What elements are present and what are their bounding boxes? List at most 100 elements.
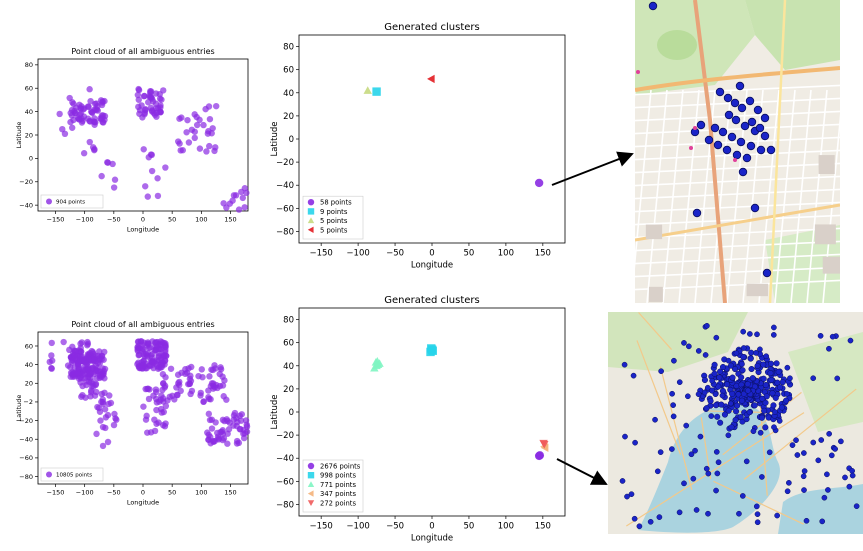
- data-point: [167, 365, 175, 372]
- data-point: [179, 147, 186, 154]
- data-point: [94, 359, 102, 367]
- data-point: [74, 362, 82, 369]
- data-point: [193, 113, 200, 121]
- data-point: [134, 91, 142, 99]
- location-marker: [721, 411, 728, 418]
- location-marker: [749, 375, 756, 382]
- y-tick-label: 80: [283, 43, 294, 53]
- y-tick-label: 0: [289, 135, 294, 145]
- location-marker: [725, 407, 732, 414]
- y-tick-label: −40: [19, 436, 33, 444]
- location-marker: [723, 93, 733, 103]
- y-tick-label: 20: [283, 385, 294, 395]
- location-marker: [768, 376, 775, 383]
- location-marker: [670, 402, 676, 408]
- poi-marker: [636, 70, 640, 74]
- data-point: [156, 340, 164, 348]
- location-marker: [783, 391, 790, 397]
- location-marker: [658, 368, 664, 375]
- location-marker: [669, 446, 675, 452]
- data-point: [59, 125, 66, 133]
- location-marker: [849, 472, 856, 479]
- data-point: [156, 108, 164, 115]
- location-marker: [731, 365, 739, 373]
- data-point: [105, 400, 112, 408]
- data-point: [144, 193, 151, 200]
- data-point: [197, 389, 204, 397]
- data-point: [152, 100, 160, 107]
- y-tick-label: 60: [25, 342, 33, 350]
- data-point: [213, 102, 220, 110]
- data-point: [60, 338, 67, 346]
- location-marker: [746, 141, 756, 151]
- x-tick-label: −50: [386, 249, 404, 259]
- y-tick-label: 0: [289, 408, 294, 418]
- legend-marker: [307, 472, 315, 479]
- x-tick-label: −100: [346, 522, 369, 532]
- location-marker: [654, 468, 661, 475]
- y-tick-label: 20: [25, 131, 33, 139]
- location-marker: [760, 131, 770, 141]
- y-tick-label: −40: [19, 201, 33, 209]
- data-point: [84, 340, 92, 348]
- data-point: [61, 130, 69, 138]
- location-marker: [755, 123, 765, 133]
- location-marker: [729, 374, 736, 381]
- location-marker: [740, 328, 747, 335]
- data-point: [206, 416, 214, 424]
- location-marker: [789, 442, 796, 448]
- y-tick-label: 40: [25, 108, 33, 116]
- location-marker: [740, 354, 747, 361]
- data-point: [86, 86, 93, 93]
- location-marker: [681, 340, 687, 346]
- location-marker: [760, 361, 767, 368]
- location-marker: [754, 519, 761, 526]
- chart-title: Point cloud of all ambiguous entries: [71, 47, 214, 56]
- data-point: [240, 430, 247, 437]
- location-marker: [728, 424, 735, 431]
- legend-marker: [307, 490, 314, 497]
- data-point: [149, 350, 156, 358]
- data-point: [145, 344, 153, 352]
- legend-label: 9 points: [320, 208, 348, 216]
- x-tick-label: −100: [76, 489, 94, 497]
- data-point: [84, 354, 91, 361]
- y-tick-label: 60: [25, 85, 33, 93]
- location-marker: [801, 487, 807, 493]
- location-marker: [801, 450, 807, 456]
- location-marker: [704, 384, 711, 391]
- location-marker: [771, 424, 777, 431]
- data-point: [206, 373, 213, 380]
- cluster-point: [363, 86, 372, 94]
- data-point: [207, 382, 215, 390]
- green-region: [788, 332, 863, 432]
- location-marker: [712, 402, 720, 409]
- data-point: [241, 185, 249, 192]
- location-marker: [750, 203, 760, 213]
- location-marker: [767, 360, 775, 367]
- location-marker: [702, 352, 709, 358]
- melbourne-city-map: [635, 0, 840, 303]
- location-marker: [759, 474, 765, 480]
- legend-marker: [307, 217, 315, 224]
- data-point: [151, 111, 159, 118]
- legend-label: 904 points: [56, 200, 85, 206]
- data-point: [79, 382, 86, 390]
- data-point: [140, 403, 147, 410]
- location-marker: [715, 459, 722, 466]
- data-point: [82, 394, 89, 401]
- x-tick-label: 100: [195, 489, 207, 497]
- location-marker: [683, 422, 690, 429]
- city-map-graphic: [635, 0, 840, 303]
- location-marker: [676, 379, 683, 386]
- location-marker: [770, 402, 777, 409]
- data-point: [157, 396, 164, 403]
- data-point: [221, 417, 228, 425]
- scatter-points: [56, 85, 250, 213]
- data-point: [101, 406, 109, 413]
- data-point: [98, 116, 105, 123]
- x-tick-label: 50: [168, 489, 176, 497]
- location-marker: [853, 503, 860, 510]
- data-point: [205, 394, 212, 401]
- main-road: [768, 0, 787, 303]
